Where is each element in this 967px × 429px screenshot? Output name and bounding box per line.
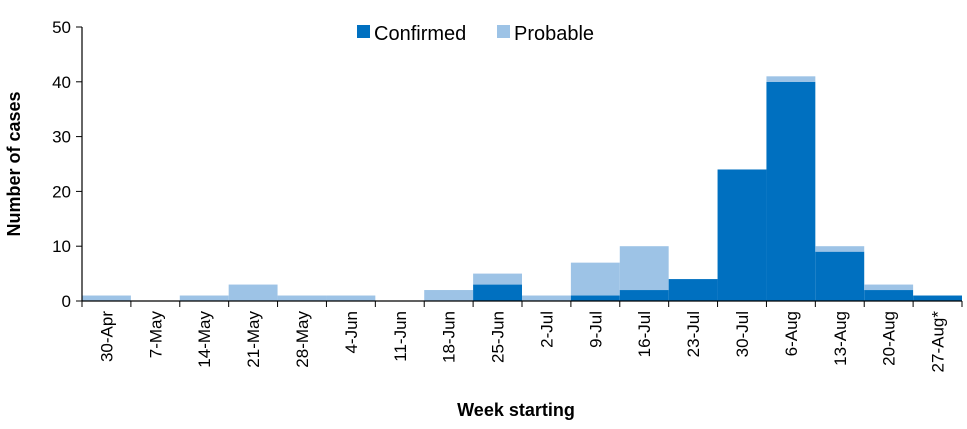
- y-tick-label: 0: [62, 292, 71, 311]
- bar-confirmed-16jul: [619, 290, 669, 301]
- bars-layer: [82, 76, 962, 301]
- bar-probable-20aug: [864, 284, 914, 291]
- bar-confirmed-9jul: [570, 295, 620, 301]
- bar-probable-28may: [277, 295, 327, 301]
- bar-probable-2jul: [522, 295, 571, 301]
- x-tick-label: 2-Jul: [537, 311, 556, 348]
- bar-probable-21may: [228, 284, 278, 301]
- bar-confirmed-23jul: [668, 279, 718, 301]
- y-tick-label: 30: [52, 128, 71, 147]
- x-ticks: 30-Apr 7-May 14-May 21-May 28-May 4-Jun 11-Jun…: [81, 301, 963, 373]
- y-tick-label: 40: [52, 73, 71, 92]
- legend-swatch-confirmed: [357, 25, 370, 38]
- x-tick-label: 11-Jun: [391, 311, 410, 362]
- x-tick-label: 23-Jul: [684, 311, 703, 357]
- legend-label-confirmed: Confirmed: [374, 23, 466, 45]
- bar-probable-6aug: [766, 76, 816, 82]
- bar-confirmed-27aug: [913, 295, 962, 301]
- x-tick-label: 25-Jun: [489, 311, 508, 363]
- bar-confirmed-30jul: [717, 169, 767, 301]
- x-tick-label: 14-May: [195, 310, 214, 367]
- y-tick-label: 10: [52, 237, 71, 256]
- x-tick-label: 16-Jul: [635, 311, 654, 357]
- bar-probable-13aug: [815, 246, 865, 252]
- x-tick-label: 7-May: [146, 310, 165, 358]
- y-axis-title: Number of cases: [4, 91, 24, 236]
- x-tick-label: 6-Aug: [782, 311, 801, 356]
- x-tick-label: 27-Aug*: [929, 311, 948, 373]
- bar-probable-4jun: [326, 295, 376, 301]
- bar-probable-30apr: [82, 295, 131, 301]
- bar-confirmed-13aug: [815, 251, 865, 301]
- x-tick-label: 30-Jul: [733, 311, 752, 357]
- bar-probable-25jun: [473, 273, 522, 285]
- x-tick-label: 9-Jul: [586, 311, 605, 348]
- y-tick-label: 20: [52, 182, 71, 201]
- legend-label-probable: Probable: [514, 23, 594, 45]
- bar-confirmed-6aug: [766, 81, 816, 301]
- x-tick-label: 4-Jun: [342, 311, 361, 354]
- x-tick-label: 18-Jun: [440, 311, 459, 363]
- x-tick-label: 30-Apr: [97, 311, 116, 362]
- legend: Confirmed Probable: [357, 23, 594, 45]
- x-tick-label: 28-May: [293, 311, 312, 368]
- legend-swatch-probable: [497, 25, 510, 38]
- bar-probable-18jun: [424, 290, 474, 301]
- x-axis-title: Week starting: [457, 400, 575, 420]
- x-tick-label: 20-Aug: [880, 311, 899, 366]
- y-tick-label: 50: [52, 18, 71, 37]
- x-tick-label: 13-Aug: [831, 311, 850, 366]
- x-tick-label: 21-May: [244, 311, 263, 368]
- y-ticks: 0 10 20 30 40 50: [52, 18, 82, 311]
- bar-probable-14may: [179, 295, 229, 301]
- bar-probable-9jul: [570, 262, 620, 296]
- bar-confirmed-25jun: [473, 284, 522, 301]
- bar-probable-16jul: [619, 246, 669, 291]
- bar-confirmed-20aug: [864, 290, 914, 301]
